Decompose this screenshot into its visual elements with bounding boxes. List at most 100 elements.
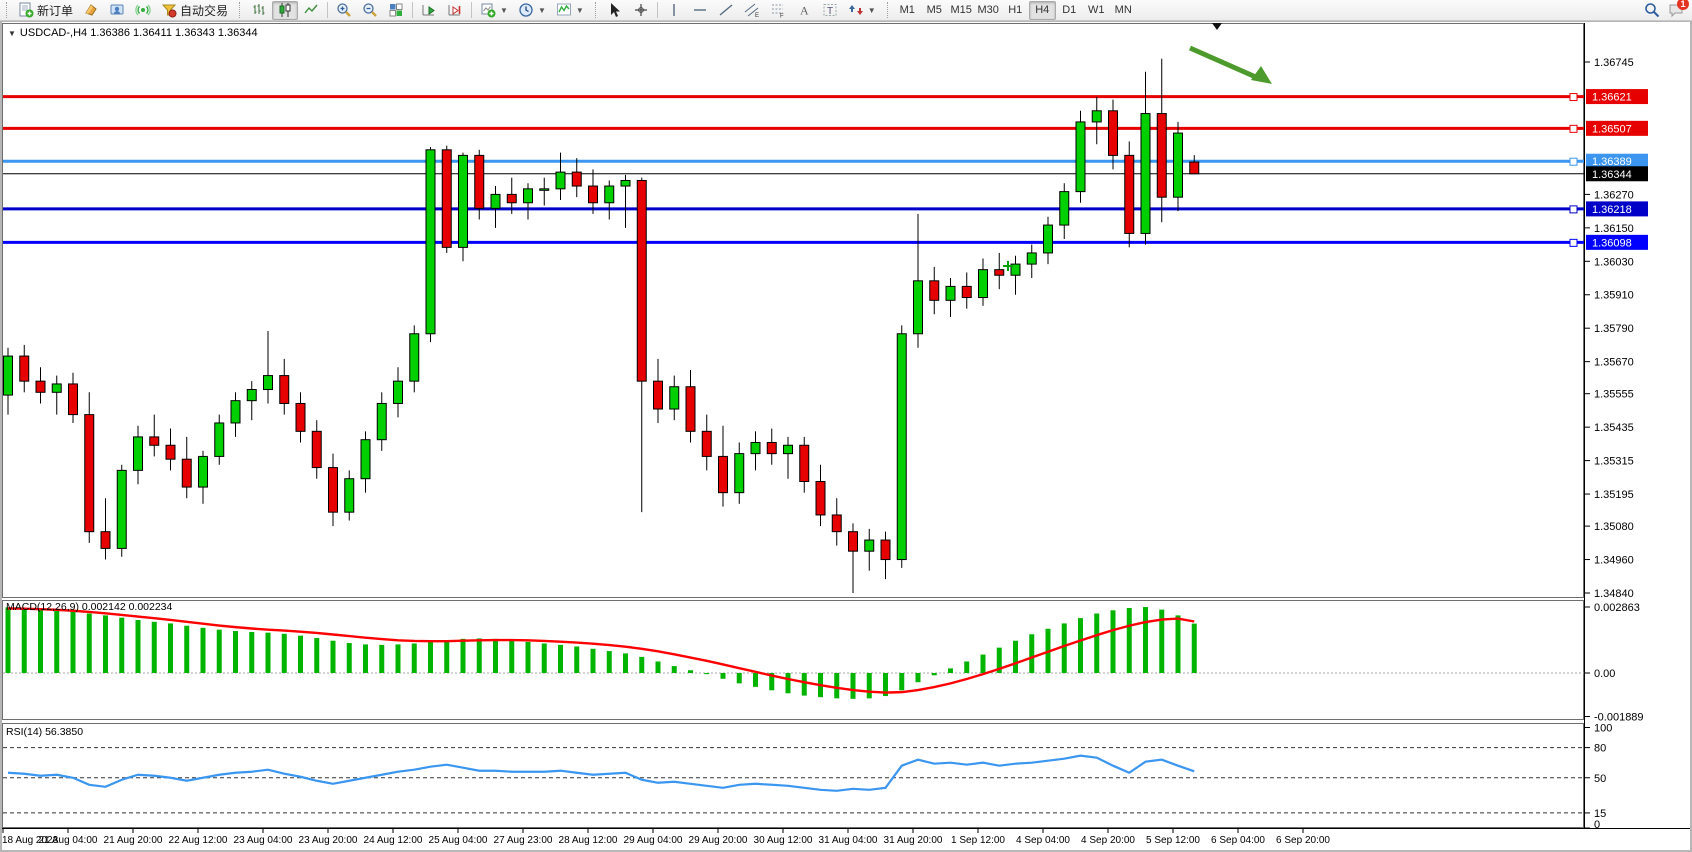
zoom-out-icon	[363, 3, 377, 17]
macd-bar	[509, 640, 515, 673]
chart-dropdown-icon[interactable]: ▼	[8, 29, 16, 38]
timeframe-button-h4[interactable]: H4	[1028, 0, 1056, 20]
chart-title-text: USDCAD-,H4 1.36386 1.36411 1.36343 1.363…	[19, 27, 258, 39]
macd-bar	[720, 673, 726, 679]
candle-body	[84, 414, 95, 533]
timeframe-button-h1[interactable]: H1	[1008, 4, 1023, 16]
macd-bar	[330, 640, 336, 673]
svg-text:E: E	[755, 13, 759, 18]
clock-icon	[519, 3, 533, 17]
macd-bar	[1061, 623, 1067, 673]
candlestick-icon	[279, 3, 291, 17]
search-icon[interactable]	[1644, 2, 1660, 18]
tile-windows-icon	[389, 3, 403, 17]
toolbar-grip[interactable]	[6, 2, 9, 18]
macd-bar	[1078, 618, 1083, 673]
notification-badge: 1	[1677, 0, 1689, 10]
price-axis-badge-label: 1.36218	[1592, 204, 1632, 216]
macd-bar	[785, 673, 791, 694]
candle-body	[604, 185, 615, 204]
timeframe-button-mn[interactable]: MN	[1114, 4, 1132, 16]
bar-chart-icon	[253, 4, 265, 15]
price-tick-label: 1.35790	[1594, 323, 1634, 335]
chart-candles-button[interactable]	[272, 0, 299, 20]
macd-bar	[1126, 607, 1132, 673]
time-tick-label: 24 Aug 12:00	[364, 835, 423, 846]
dropdown-caret: ▼	[575, 5, 584, 15]
zoom-in-button[interactable]	[331, 1, 357, 20]
autotrading-button[interactable]: 自动交易	[156, 1, 233, 20]
chart-bars-button[interactable]	[246, 1, 272, 20]
macd-bar	[623, 653, 628, 673]
price-tick-label: 1.35315	[1594, 456, 1634, 468]
candle-body	[945, 285, 956, 301]
fibonacci-button[interactable]: F	[765, 1, 791, 20]
timeframe-button-d1[interactable]: D1	[1062, 4, 1077, 16]
candle-body	[458, 154, 468, 248]
candle-body	[913, 280, 923, 335]
chart-shift-button[interactable]	[442, 1, 468, 20]
macd-bar	[346, 643, 352, 673]
zoom-out-button[interactable]	[357, 1, 383, 20]
arrows-button[interactable]: ▼	[843, 1, 881, 20]
trendline-button[interactable]	[713, 1, 739, 20]
horizontal-line-button[interactable]	[687, 1, 713, 20]
candle-body	[685, 386, 696, 432]
new-order-button[interactable]: 新订单	[13, 1, 78, 20]
candle-body	[295, 402, 306, 432]
macd-bar	[1175, 615, 1181, 673]
price-axis-badge-label: 1.36098	[1592, 237, 1632, 249]
candle-body	[994, 269, 1005, 276]
timeframe-button-w1[interactable]: W1	[1087, 4, 1105, 16]
candle-body	[425, 149, 436, 335]
candle-body	[441, 149, 452, 248]
toolbar-grip[interactable]	[594, 2, 598, 18]
trendline-icon	[719, 4, 733, 16]
chart-line-button[interactable]	[298, 1, 324, 20]
macd-bar	[298, 635, 303, 673]
signals-button[interactable]	[130, 1, 156, 20]
navigator-button[interactable]	[104, 1, 130, 20]
price-axis[interactable]: 1.36745 1.36270 1.36150 1.36030 1.35910 1.357…	[1584, 57, 1634, 600]
candle-body	[1043, 224, 1053, 254]
price-axis-badge	[1586, 120, 1648, 136]
text-label-button[interactable]: T	[817, 1, 843, 20]
candle-body	[19, 355, 30, 382]
equidistant-channel-button[interactable]: E	[739, 1, 765, 20]
candle-body	[149, 436, 160, 446]
candle-body	[263, 375, 273, 391]
indicators-button[interactable]: ▼	[551, 1, 589, 20]
annotations[interactable]	[1003, 23, 1272, 271]
quotes-icon	[85, 4, 97, 16]
rsi-axis-label: 100	[1594, 723, 1612, 735]
timeframe-button-m15[interactable]: M15	[950, 4, 972, 16]
macd-bar	[1029, 634, 1035, 673]
macd-bar	[948, 668, 953, 673]
notifications-button[interactable]: 1	[1668, 0, 1689, 18]
timeframe-button-m5[interactable]: M5	[926, 4, 942, 16]
auto-scroll-button[interactable]	[416, 1, 442, 20]
cursor-button[interactable]	[602, 1, 628, 20]
horizontal-line-icon	[693, 9, 706, 11]
macd-axis-label: 0.002863	[1594, 602, 1640, 614]
time-tick-label: 25 Aug 04:00	[429, 835, 488, 846]
price-axis-badge	[1586, 153, 1648, 169]
macd-bar	[135, 619, 141, 673]
timeframe-button-m30[interactable]: M30	[977, 4, 999, 16]
timeframe-button-m1[interactable]: M1	[899, 4, 915, 16]
vertical-line-button[interactable]	[661, 1, 687, 20]
quotes-button[interactable]	[78, 1, 104, 20]
price-tick-label: 1.35080	[1594, 521, 1634, 533]
new-chart-button[interactable]: ▼	[475, 1, 513, 20]
toolbar-grip[interactable]	[886, 2, 890, 18]
toolbar-grip[interactable]	[239, 2, 242, 18]
tile-windows-button[interactable]	[383, 1, 409, 20]
periods-button[interactable]: ▼	[513, 1, 551, 20]
text-button[interactable]: A	[791, 1, 817, 20]
crosshair-button[interactable]	[628, 1, 654, 20]
rsi-line	[7, 754, 1195, 792]
